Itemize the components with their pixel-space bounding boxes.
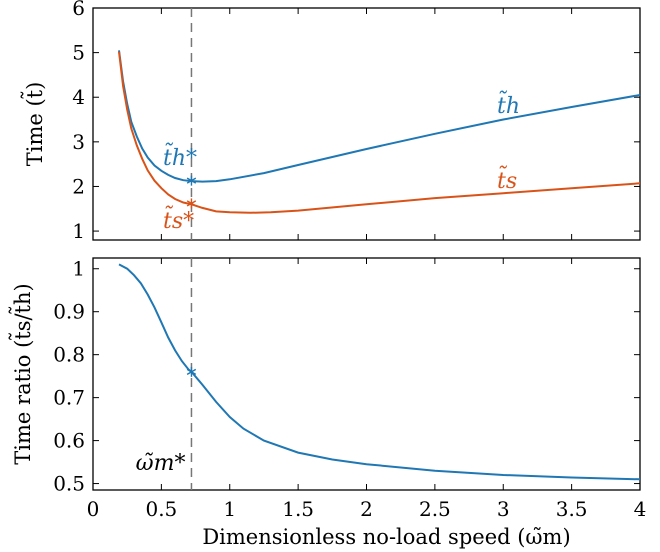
x-tick-label: 2 — [360, 497, 373, 521]
y-axis-label: Time (t̃) — [20, 82, 47, 167]
y-tick-label: 0.8 — [53, 343, 85, 367]
star-label-ts: t̃s* — [163, 204, 194, 234]
y-tick-label: 0.5 — [53, 472, 85, 496]
y-axis-label: Time ratio (t̃s/t̃h) — [8, 283, 35, 464]
series-line-1 — [118, 51, 641, 214]
star-stroke — [186, 200, 197, 207]
star-label-th: t̃h* — [163, 141, 197, 171]
y-tick-label: 3 — [72, 130, 85, 154]
x-tick-label: 1 — [223, 497, 236, 521]
y-tick-label: 1 — [72, 257, 85, 281]
x-tick-label: 0.5 — [145, 497, 177, 521]
y-tick-label: 0.7 — [53, 386, 85, 410]
x-tick-label: 1.5 — [282, 497, 314, 521]
panel-top-time: 1 2 3 4 5 6 Time (t̃) t̃h t̃s t̃h* t̃s* — [20, 0, 641, 243]
y-tick-label: 1 — [72, 219, 85, 243]
y-tick-label: 4 — [72, 85, 85, 109]
y-tick-label: 6 — [72, 0, 85, 20]
y-tick-label: 0.6 — [53, 429, 85, 453]
x-tick-label: 2.5 — [419, 497, 451, 521]
y-tick-label: 5 — [72, 41, 85, 65]
x-tick-label: 0 — [87, 497, 100, 521]
series-line-0 — [118, 50, 641, 183]
series-line-0 — [118, 263, 641, 481]
optimum-star-marker — [186, 198, 197, 209]
series-label-ts: t̃s — [497, 164, 517, 194]
x-tick-label: 3 — [497, 497, 510, 521]
star-stroke — [186, 368, 197, 375]
x-axis-label: Dimensionless no-load speed (ω̃m) — [202, 525, 570, 549]
x-tick-label: 4 — [634, 497, 647, 521]
optimum-speed-label: ω̃m* — [136, 451, 186, 476]
star-stroke — [186, 177, 197, 184]
optimum-star-marker — [186, 366, 197, 377]
x-tick-label: 3.5 — [556, 497, 588, 521]
y-tick-label: 2 — [72, 174, 85, 198]
y-tick-label: 0.9 — [53, 300, 85, 324]
series-label-th: t̃h — [497, 89, 520, 119]
optimum-star-marker — [186, 175, 197, 186]
